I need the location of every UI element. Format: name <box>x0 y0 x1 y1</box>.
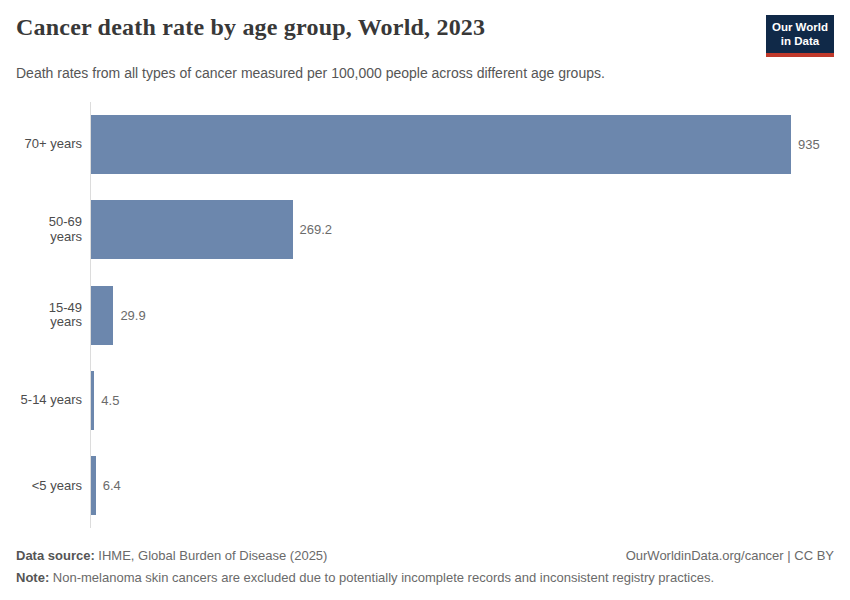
owid-logo-line1: Our World <box>772 21 828 35</box>
bar-row: <5 years 6.4 <box>16 443 834 528</box>
bar[interactable] <box>91 115 791 174</box>
bar-track: 6.4 <box>90 443 834 528</box>
chart-footer: Data source: IHME, Global Burden of Dise… <box>16 547 834 588</box>
bar-track: 935 <box>90 102 834 187</box>
bar-chart: 70+ years 935 50-69 years 269.2 15-49 years 2… <box>16 102 834 529</box>
value-label: 935 <box>798 137 820 152</box>
bar-track: 269.2 <box>90 187 834 272</box>
bar-row: 15-49 years 29.9 <box>16 272 834 357</box>
chart-header: Cancer death rate by age group, World, 2… <box>16 14 834 82</box>
note-label: Note: <box>16 570 49 585</box>
category-label: <5 years <box>16 479 90 493</box>
bar-row: 50-69 years 269.2 <box>16 187 834 272</box>
footer-note-line: Note: Non-melanoma skin cancers are excl… <box>16 569 834 588</box>
bar-track: 4.5 <box>90 358 834 443</box>
value-label: 6.4 <box>103 478 121 493</box>
owid-logo[interactable]: Our World in Data <box>766 15 834 57</box>
owid-logo-line2: in Data <box>772 35 828 49</box>
bar[interactable] <box>91 200 293 259</box>
value-label: 29.9 <box>120 308 145 323</box>
note-text: Non-melanoma skin cancers are excluded d… <box>49 570 714 585</box>
value-label: 269.2 <box>300 222 333 237</box>
bar[interactable] <box>91 456 96 515</box>
chart-page: Cancer death rate by age group, World, 2… <box>0 0 850 600</box>
bar-track: 29.9 <box>90 272 834 357</box>
data-source-text: IHME, Global Burden of Disease (2025) <box>95 548 328 563</box>
bar[interactable] <box>91 286 113 345</box>
data-source-label: Data source: <box>16 548 95 563</box>
footer-link[interactable]: OurWorldinData.org/cancer | CC BY <box>626 547 834 566</box>
value-label: 4.5 <box>101 393 119 408</box>
bar-row: 70+ years 935 <box>16 102 834 187</box>
chart-subtitle: Death rates from all types of cancer mea… <box>16 64 834 82</box>
data-source-line: Data source: IHME, Global Burden of Dise… <box>16 547 327 566</box>
page-title: Cancer death rate by age group, World, 2… <box>16 14 485 42</box>
category-label: 15-49 years <box>16 301 90 330</box>
bar-row: 5-14 years 4.5 <box>16 358 834 443</box>
footer-top-row: Data source: IHME, Global Burden of Dise… <box>16 547 834 566</box>
category-label: 5-14 years <box>16 393 90 407</box>
category-label: 50-69 years <box>16 215 90 244</box>
bar[interactable] <box>91 371 94 430</box>
title-row: Cancer death rate by age group, World, 2… <box>16 14 834 57</box>
category-label: 70+ years <box>16 137 90 151</box>
